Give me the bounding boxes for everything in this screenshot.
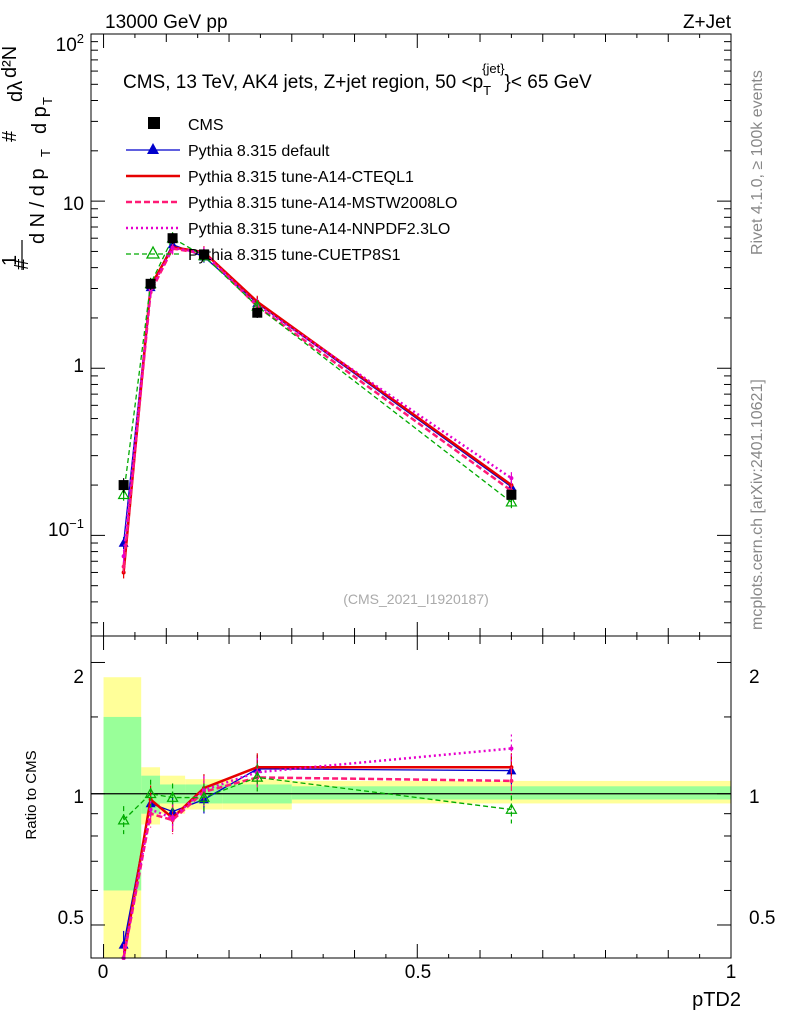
ratio-point-3 — [201, 787, 206, 792]
cms-point — [145, 278, 156, 289]
cms-point — [167, 233, 178, 244]
main-data-marks — [117, 231, 518, 579]
series-line-5 — [122, 237, 512, 503]
rivet-label: Rivet 4.1.0, ≥ 100k events — [749, 70, 766, 255]
ratio-point-4 — [117, 813, 130, 825]
ratio-point-4 — [251, 771, 264, 782]
ylabel-one: 1 — [0, 255, 21, 266]
legend-label-nnpdf: Pythia 8.315 tune-A14-NNPDF2.3LO — [188, 221, 450, 238]
cms-point — [506, 489, 517, 500]
ratio-line-4 — [123, 776, 512, 821]
series-line-1 — [122, 243, 512, 544]
legend-label-cteql1: Pythia 8.315 tune-A14-CTEQL1 — [188, 169, 414, 186]
ytick-label-10: 10 — [63, 194, 84, 215]
ratio-plot-panel: 2 1 0.5 2 1 0.5 Ratio to CMS — [23, 635, 775, 960]
analysis-watermark: (CMS_2021_I1920187) — [343, 591, 489, 607]
chart-title: CMS, 13 TeV, AK4 jets, Z+jet region, 50 … — [123, 61, 592, 98]
ytick-label-100: 102 — [56, 31, 84, 56]
xtick-label-1: 1 — [726, 962, 737, 983]
legend-marker-default — [147, 143, 159, 154]
header-left: 13000 GeV pp — [105, 12, 228, 33]
legend: CMS Pythia 8.315 default Pythia 8.315 tu… — [126, 117, 457, 264]
cms-point — [252, 307, 263, 318]
ylabel-dn: d N / d p — [27, 168, 49, 244]
ratio-point-4 — [166, 791, 179, 802]
series-line-2 — [122, 245, 513, 573]
legend-label-mstw: Pythia 8.315 tune-A14-MSTW2008LO — [188, 195, 457, 212]
ratio-ylabel: Ratio to CMS — [23, 750, 40, 839]
ytick-label-0.1: 10−1 — [48, 516, 84, 541]
ratio-point-4 — [505, 803, 518, 814]
legend-label-cuetp8s1: Pythia 8.315 tune-CUETP8S1 — [188, 247, 401, 264]
ratio-frame — [90, 635, 732, 959]
legend-label-default: Pythia 8.315 default — [188, 143, 330, 160]
series-line-4 — [122, 246, 513, 557]
cms-point — [198, 249, 209, 260]
x-axis-label: pTD2 — [692, 989, 741, 1011]
main-frame — [90, 33, 732, 637]
ylabel-d2n: d²N — [0, 46, 21, 78]
ylabel-dl: dλ — [5, 81, 27, 102]
ratio-line-3 — [122, 747, 512, 959]
legend-marker-cuetp8s1 — [145, 245, 161, 259]
main-plot-panel: 102 10 1 10−1 CMS, 13 TeV, AK4 jets, Z+j… — [0, 31, 732, 637]
ratio-point-4 — [197, 791, 210, 802]
main-ylabel: # 1 d N / d p T # d p T dλ d²N — [0, 46, 55, 270]
ratio-ytick-right-2: 2 — [749, 667, 760, 688]
cms-point — [118, 480, 129, 491]
legend-marker-cms — [148, 117, 160, 129]
ratio-point-3 — [148, 807, 153, 812]
ylabel-t2: T — [40, 97, 55, 105]
ratio-point-3 — [509, 746, 514, 751]
series-point-3 — [121, 564, 126, 569]
series-point-4 — [121, 554, 126, 559]
ratio-ytick-left-1: 1 — [73, 787, 84, 808]
mcplots-label: mcplots.cern.ch [arXiv:2401.10621] — [749, 379, 766, 630]
header-right: Z+Jet — [683, 12, 732, 33]
ratio-ytick-left-0.5: 0.5 — [58, 908, 84, 929]
ytick-label-1: 1 — [73, 356, 84, 377]
series-point-4 — [170, 245, 175, 250]
ratio-point-2 — [509, 778, 514, 783]
ratio-point-3 — [170, 815, 175, 820]
legend-label-cms: CMS — [188, 117, 224, 134]
series-point-5 — [117, 488, 130, 500]
ratio-data-marks — [117, 734, 518, 960]
ratio-axis-ticks — [91, 636, 732, 958]
ratio-ytick-right-1: 1 — [749, 787, 760, 808]
xtick-label-0: 0 — [98, 962, 109, 983]
ratio-ytick-left-2: 2 — [73, 667, 84, 688]
ratio-uncertainty-bands — [91, 677, 731, 958]
ratio-band-green — [103, 716, 142, 891]
ylabel-t1: T — [38, 149, 53, 157]
ratio-point-4 — [144, 787, 157, 799]
ylabel-hash2: # — [0, 130, 21, 142]
ratio-ytick-right-0.5: 0.5 — [749, 908, 775, 929]
ratio-line-2 — [122, 776, 512, 959]
ylabel-dpt: d p — [29, 106, 51, 134]
xtick-label-0.5: 0.5 — [405, 962, 431, 983]
series-point-4 — [509, 476, 514, 481]
series-line-3 — [122, 247, 513, 567]
ratio-band-green — [291, 786, 731, 800]
main-axis-ticks — [91, 33, 732, 636]
series-point-5 — [505, 495, 518, 507]
